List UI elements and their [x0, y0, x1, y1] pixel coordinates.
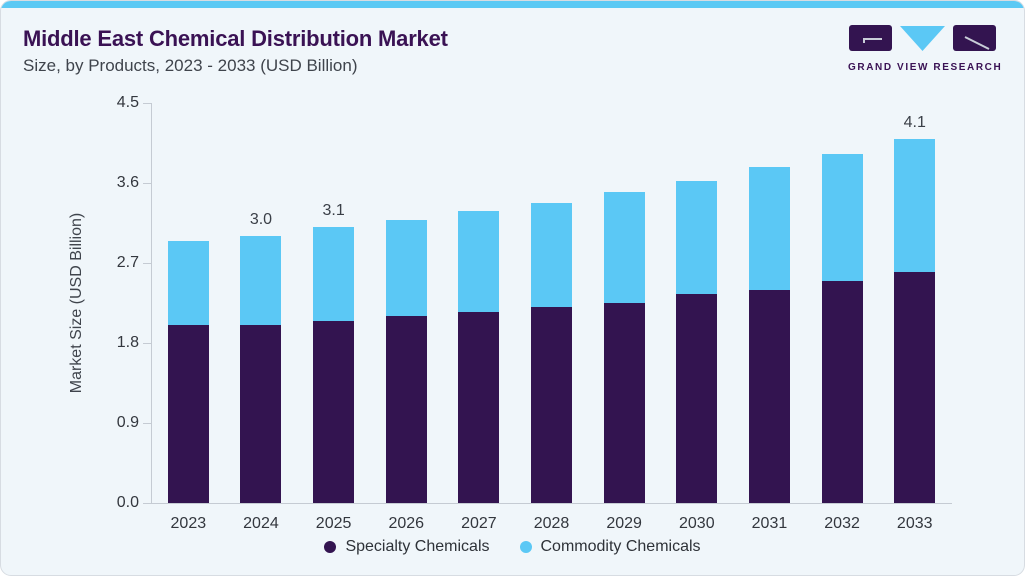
commodity-chemicals-segment	[240, 236, 282, 326]
brand-name: GRAND VIEW RESEARCH	[848, 62, 1003, 73]
bar-column-2024: 3.0 2024	[225, 103, 298, 532]
y-tick-label: 1.8	[116, 334, 139, 351]
legend-dot-icon	[519, 541, 532, 553]
commodity-chemicals-segment	[531, 203, 573, 308]
legend-item: Specialty Chemicals	[324, 538, 490, 556]
commodity-chemicals-segment	[676, 181, 718, 295]
x-axis-label: 2024	[243, 515, 279, 532]
accent-top-bar	[1, 1, 1024, 8]
page-title: Middle East Chemical Distribution Market	[23, 26, 448, 51]
specialty-chemicals-segment	[676, 294, 718, 503]
x-axis-label: 2030	[679, 515, 715, 532]
commodity-chemicals-segment	[458, 211, 500, 312]
x-axis-label: 2029	[606, 515, 642, 532]
x-axis-label: 2028	[533, 515, 570, 532]
y-tick-mark	[143, 502, 151, 504]
bar-column-2029: 2029	[588, 103, 661, 532]
y-tick-mark	[143, 182, 151, 184]
commodity-chemicals-segment	[167, 240, 209, 326]
bar-stack	[167, 240, 209, 503]
legend-label: Commodity Chemicals	[540, 538, 701, 555]
y-tick-mark	[143, 102, 151, 104]
bar-column-2032: 2032	[806, 103, 879, 532]
commodity-chemicals-segment	[748, 167, 790, 290]
legend-label: Specialty Chemicals	[345, 538, 490, 555]
specialty-chemicals-segment	[167, 325, 209, 503]
bar-stack	[894, 138, 936, 503]
bar-total-label: 3.0	[249, 211, 273, 229]
specialty-chemicals-segment	[748, 289, 790, 503]
y-tick-label: 0.9	[116, 414, 139, 431]
bar-column-2027: 2027	[443, 103, 516, 532]
specialty-chemicals-segment	[313, 320, 355, 503]
bar-column-2025: 3.1 2025	[297, 103, 370, 532]
y-tick-label: 0.0	[116, 494, 139, 511]
y-tick-mark	[143, 342, 151, 344]
commodity-chemicals-segment	[385, 220, 427, 317]
bar-stack	[748, 167, 790, 503]
bars: 2023 3.0 2024 3.1 2025 2026 2027 2028 2029 2030 20…	[152, 103, 951, 532]
specialty-chemicals-segment	[603, 303, 645, 503]
specialty-chemicals-segment	[821, 280, 863, 503]
bar-column-2028: 2028	[515, 103, 588, 532]
page-subtitle: Size, by Products, 2023 - 2033 (USD Bill…	[23, 56, 358, 75]
legend: Specialty Chemicals Commodity Chemicals	[1, 538, 1024, 556]
y-tick-mark	[143, 262, 151, 264]
bar-total-label: 3.1	[322, 202, 345, 220]
specialty-chemicals-segment	[531, 307, 573, 503]
bar-column-2033: 4.1 2033	[878, 103, 951, 532]
commodity-chemicals-segment	[603, 191, 645, 303]
specialty-chemicals-segment	[240, 325, 282, 503]
bar-stack	[240, 236, 282, 503]
bar-stack	[676, 181, 718, 503]
bar-total-label: 4.1	[903, 113, 926, 131]
specialty-chemicals-segment	[894, 271, 936, 503]
bar-stack	[458, 211, 500, 503]
commodity-chemicals-segment	[894, 138, 936, 272]
y-tick-label: 2.7	[116, 254, 139, 271]
bar-column-2030: 2030	[660, 103, 733, 532]
y-tick-mark	[143, 422, 151, 424]
x-axis-label: 2032	[824, 515, 860, 532]
x-axis-label: 2027	[461, 515, 497, 532]
x-axis-label: 2031	[751, 515, 788, 532]
legend-dot-icon	[324, 541, 337, 553]
commodity-chemicals-segment	[313, 227, 355, 321]
x-axis-label: 2025	[315, 515, 352, 532]
y-tick-label: 3.6	[116, 174, 139, 191]
gvr-logo-icon	[849, 25, 996, 51]
bar-stack	[385, 220, 427, 503]
x-axis-label: 2023	[170, 515, 207, 532]
brand-logo: GRAND VIEW RESEARCH	[848, 25, 1003, 73]
y-axis-title: Market Size (USD Billion)	[68, 212, 86, 394]
plot-area	[151, 103, 952, 504]
bar-stack	[821, 153, 863, 503]
x-axis-label: 2026	[388, 515, 425, 532]
legend-item: Commodity Chemicals	[519, 538, 701, 556]
bar-stack	[603, 191, 645, 503]
bar-column-2031: 2031	[733, 103, 806, 532]
bar-stack	[313, 227, 355, 503]
commodity-chemicals-segment	[821, 153, 863, 281]
y-tick-label: 4.5	[116, 94, 139, 111]
bar-column-2026: 2026	[370, 103, 443, 532]
x-axis-label: 2033	[896, 515, 933, 532]
specialty-chemicals-segment	[385, 316, 427, 503]
bar-column-2023: 2023	[152, 103, 225, 532]
bar-stack	[531, 203, 573, 503]
specialty-chemicals-segment	[458, 311, 500, 503]
